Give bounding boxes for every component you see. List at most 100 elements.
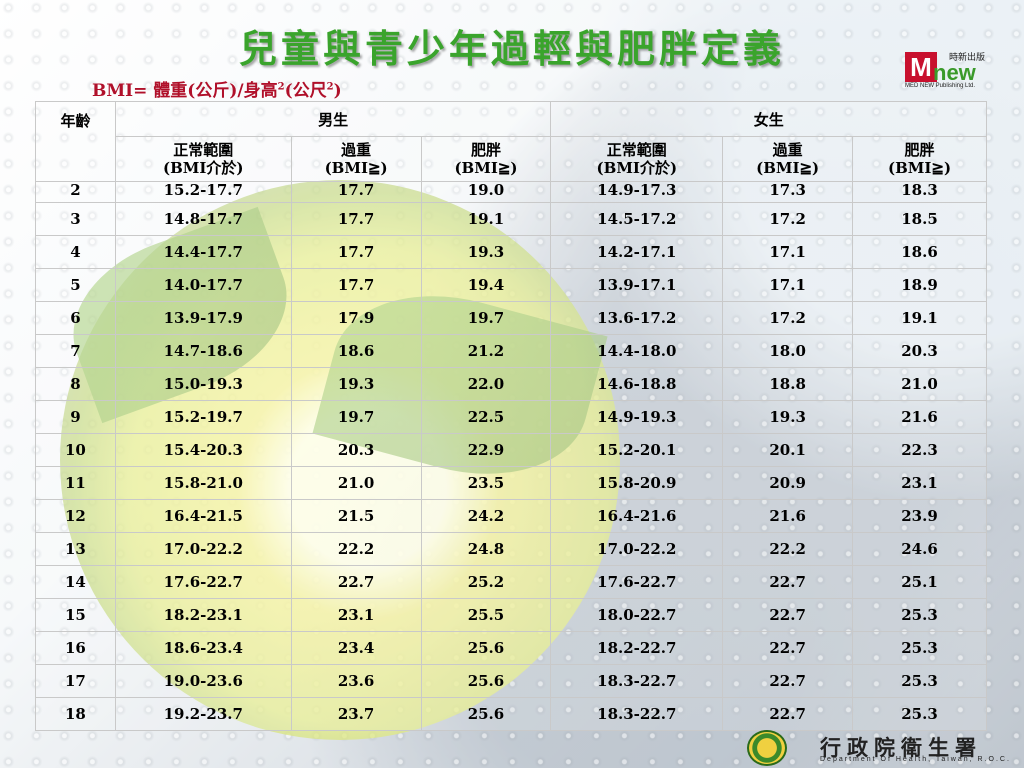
bmi-cell: 22.7 — [722, 598, 854, 632]
bmi-cell: 16.4-21.5 — [114, 499, 292, 533]
formula-text: BMI= 體重(公斤)/身高 — [92, 81, 278, 101]
bmi-cell: 18.0 — [722, 334, 854, 368]
bmi-cell: 19.1 — [852, 301, 987, 335]
logo-chinese-name: 時新出版 — [949, 53, 986, 63]
column-header-criterion: (BMI介於) — [163, 159, 244, 177]
bmi-cell: 22.7 — [290, 565, 422, 599]
page-title: 兒童與青少年過輕與肥胖定義 — [238, 26, 785, 71]
bmi-cell: 17.1 — [722, 268, 854, 302]
bmi-cell: 13.9-17.1 — [550, 268, 724, 302]
bmi-cell: 22.0 — [420, 367, 552, 401]
bmi-cell: 14.6-18.8 — [550, 367, 724, 401]
bmi-cell: 23.5 — [420, 466, 552, 500]
bmi-cell: 22.2 — [722, 532, 854, 566]
bmi-cell: 21.0 — [852, 367, 987, 401]
bmi-cell: 17.2 — [722, 202, 854, 236]
bmi-cell: 17.7 — [290, 235, 422, 269]
bmi-cell: 21.6 — [852, 400, 987, 434]
bmi-cell: 18.6-23.4 — [114, 631, 292, 665]
bmi-cell: 17.9 — [290, 301, 422, 335]
bmi-cell: 15.8-21.0 — [114, 466, 292, 500]
bmi-cell: 17.7 — [290, 202, 422, 236]
bmi-cell: 19.1 — [420, 202, 552, 236]
table-row: 15 18.2-23.1 23.1 25.5 18.0-22.7 22.7 25.3 — [35, 598, 987, 632]
bmi-cell: 14.7-18.6 — [114, 334, 292, 368]
table-row: 14 17.6-22.7 22.7 25.2 17.6-22.7 22.7 25.1 — [35, 565, 987, 599]
table-row: 5 14.0-17.7 17.7 19.4 13.9-17.1 17.1 18.9 — [35, 268, 987, 302]
table-row: 6 13.9-17.9 17.9 19.7 13.6-17.2 17.2 19.1 — [35, 301, 987, 335]
bmi-cell: 15.4-20.3 — [114, 433, 292, 467]
formula-text-end: ) — [333, 81, 342, 101]
age-cell: 2 — [35, 181, 116, 203]
bmi-cell: 24.2 — [420, 499, 552, 533]
bmi-cell: 17.7 — [290, 268, 422, 302]
age-cell: 10 — [35, 433, 116, 467]
bmi-cell: 20.9 — [722, 466, 854, 500]
bmi-cell: 14.2-17.1 — [550, 235, 724, 269]
bmi-cell: 14.9-17.3 — [550, 181, 724, 203]
table-row: 8 15.0-19.3 19.3 22.0 14.6-18.8 18.8 21.0 — [35, 367, 987, 401]
bmi-cell: 21.6 — [722, 499, 854, 533]
age-cell: 18 — [35, 697, 116, 731]
column-header: 過重 (BMI≧) — [290, 136, 422, 182]
bmi-cell: 18.2-22.7 — [550, 631, 724, 665]
bmi-cell: 19.3 — [420, 235, 552, 269]
bmi-cell: 17.7 — [290, 181, 422, 203]
column-header: 正常範圍 (BMI介於) — [550, 136, 724, 182]
bmi-cell: 17.0-22.2 — [114, 532, 292, 566]
bmi-cell: 15.2-19.7 — [114, 400, 292, 434]
subheader-row: 正常範圍 (BMI介於) 過重 (BMI≧) 肥胖 (BMI≧) 正常範圍 (BMI介於) 過重… — [36, 136, 987, 182]
bmi-cell: 21.5 — [290, 499, 422, 533]
bmi-cell: 25.5 — [420, 598, 552, 632]
column-header-label: 過重 — [772, 141, 803, 159]
age-header: 年齡 — [35, 101, 116, 182]
age-cell: 8 — [35, 367, 116, 401]
logo-mark: M — [905, 52, 937, 82]
age-cell: 11 — [35, 466, 116, 500]
department-name: 行政院衛生署 — [820, 735, 982, 760]
table-row: 9 15.2-19.7 19.7 22.5 14.9-19.3 19.3 21.6 — [35, 400, 987, 434]
bmi-cell: 19.7 — [420, 301, 552, 335]
age-cell: 15 — [35, 598, 116, 632]
bmi-cell: 23.9 — [852, 499, 987, 533]
table-row: 17 19.0-23.6 23.6 25.6 18.3-22.7 22.7 25.3 — [35, 664, 987, 698]
bmi-cell: 22.7 — [722, 631, 854, 665]
bmi-cell: 14.4-17.7 — [114, 235, 292, 269]
publisher-logo: M new 時新出版 MED NEW Publishing Ltd. — [905, 52, 985, 92]
bmi-cell: 15.2-17.7 — [114, 181, 292, 203]
bmi-cell: 18.5 — [852, 202, 987, 236]
logo-english-name: MED NEW Publishing Ltd. — [905, 83, 976, 89]
bmi-cell: 15.0-19.3 — [114, 367, 292, 401]
bmi-cell: 14.8-17.7 — [114, 202, 292, 236]
table-row: 12 16.4-21.5 21.5 24.2 16.4-21.6 21.6 23.9 — [35, 499, 987, 533]
column-header-label: 過重 — [341, 141, 372, 159]
table-row: 11 15.8-21.0 21.0 23.5 15.8-20.9 20.9 23.1 — [35, 466, 987, 500]
bmi-cell: 20.3 — [290, 433, 422, 467]
bmi-cell: 21.2 — [420, 334, 552, 368]
bmi-cell: 25.2 — [420, 565, 552, 599]
bmi-cell: 20.1 — [722, 433, 854, 467]
bmi-cell: 18.3 — [852, 181, 987, 203]
header-row: 年齡 男生 女生 — [35, 101, 987, 182]
column-header-criterion: (BMI≧) — [324, 159, 388, 177]
age-cell: 4 — [35, 235, 116, 269]
bmi-table: 年齡 男生 女生 正常範圍 (BMI介於) 過重 (BMI≧) 肥胖 (BMI≧) 正常範圍… — [35, 101, 987, 731]
bmi-cell: 14.0-17.7 — [114, 268, 292, 302]
bmi-cell: 23.1 — [852, 466, 987, 500]
formula-superscript: 2 — [277, 81, 285, 93]
bmi-cell: 25.3 — [852, 598, 987, 632]
column-header-label: 正常範圍 — [606, 141, 667, 159]
bmi-cell: 19.7 — [290, 400, 422, 434]
bmi-cell: 25.1 — [852, 565, 987, 599]
bmi-cell: 23.7 — [290, 697, 422, 731]
bmi-cell: 18.2-23.1 — [114, 598, 292, 632]
bmi-cell: 19.0 — [420, 181, 552, 203]
formula-superscript: 2 — [326, 81, 334, 93]
table-row: 4 14.4-17.7 17.7 19.3 14.2-17.1 17.1 18.6 — [35, 235, 987, 269]
bmi-cell: 17.6-22.7 — [114, 565, 292, 599]
bmi-cell: 22.7 — [722, 697, 854, 731]
bmi-cell: 17.1 — [722, 235, 854, 269]
bmi-cell: 18.3-22.7 — [550, 664, 724, 698]
column-header-label: 正常範圍 — [173, 141, 234, 159]
bmi-cell: 25.6 — [420, 631, 552, 665]
